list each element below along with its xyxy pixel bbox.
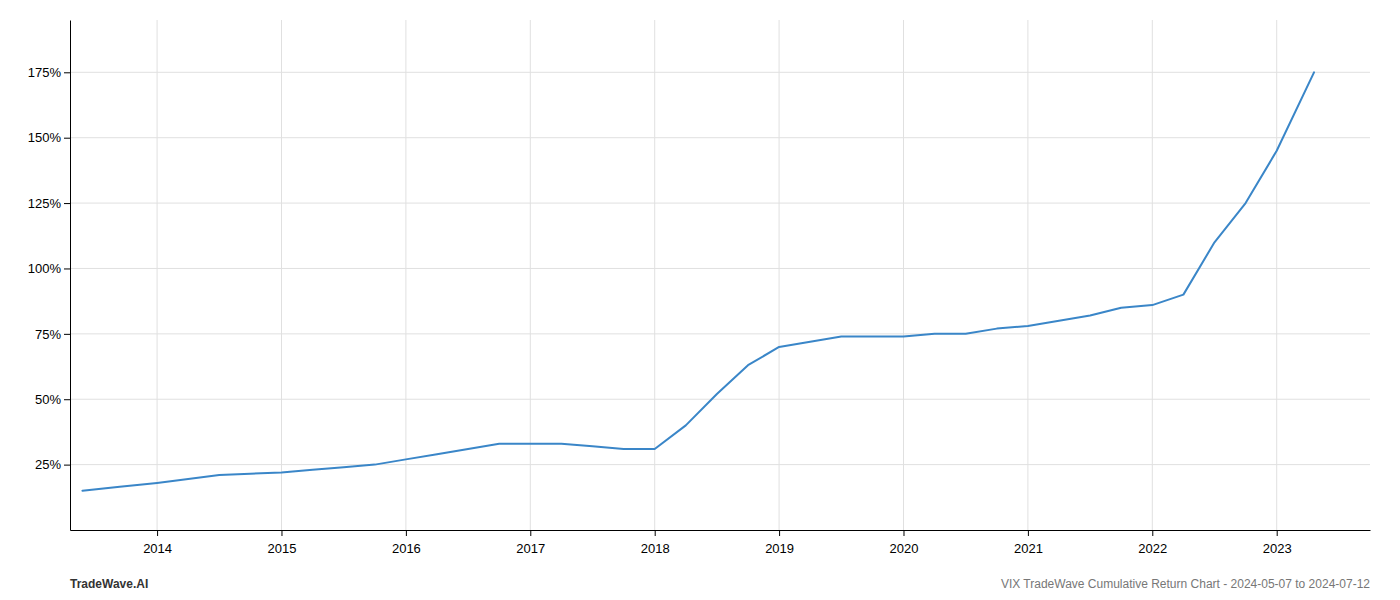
y-tick: 150% <box>28 130 70 145</box>
x-tick-mark <box>406 530 407 536</box>
y-tick-label: 125% <box>28 196 62 211</box>
y-tick-mark <box>64 465 70 466</box>
x-tick: 2021 <box>1014 530 1043 556</box>
footer-left: TradeWave.AI <box>70 577 148 591</box>
line <box>82 72 1314 490</box>
grid-line-x <box>903 20 904 530</box>
x-tick: 2015 <box>268 530 297 556</box>
x-tick-label: 2015 <box>268 541 297 556</box>
grid-line-y <box>70 203 1370 204</box>
grid-line-y <box>70 333 1370 334</box>
x-tick: 2023 <box>1263 530 1292 556</box>
x-tick-label: 2017 <box>516 541 545 556</box>
x-tick-mark <box>903 530 904 536</box>
y-tick: 175% <box>28 65 70 80</box>
x-tick: 2019 <box>765 530 794 556</box>
x-tick: 2014 <box>143 530 172 556</box>
grid-line-x <box>281 20 282 530</box>
grid-line-x <box>654 20 655 530</box>
x-tick: 2016 <box>392 530 421 556</box>
x-tick: 2017 <box>516 530 545 556</box>
grid-line-y <box>70 464 1370 465</box>
x-tick-mark <box>530 530 531 536</box>
chart: 2014 2015 2016 2017 2018 2019 2020 2021 2022 2023… <box>0 0 1400 600</box>
x-tick-mark <box>1277 530 1278 536</box>
x-tick-mark <box>779 530 780 536</box>
y-tick: 125% <box>28 196 70 211</box>
grid-line-x <box>1276 20 1277 530</box>
x-tick: 2018 <box>641 530 670 556</box>
x-tick-label: 2023 <box>1263 541 1292 556</box>
y-tick: 25% <box>35 457 70 472</box>
marks <box>82 72 1314 490</box>
x-tick-mark <box>1152 530 1153 536</box>
y-tick-label: 50% <box>35 392 61 407</box>
y-tick-mark <box>64 203 70 204</box>
grid-line-x <box>157 20 158 530</box>
x-tick-label: 2014 <box>143 541 172 556</box>
grid-line-x <box>779 20 780 530</box>
grid <box>70 20 1370 530</box>
grid-line-y <box>70 137 1370 138</box>
axis-line <box>70 21 71 531</box>
x-tick-mark <box>281 530 282 536</box>
y-axis: 25% 50% 75% 100% 125% 150% 175% <box>28 21 71 531</box>
y-tick-mark <box>64 138 70 139</box>
y-tick-label: 100% <box>28 261 62 276</box>
x-tick-label: 2022 <box>1138 541 1167 556</box>
x-tick-label: 2016 <box>392 541 421 556</box>
x-tick-label: 2018 <box>641 541 670 556</box>
plot-area: 2014 2015 2016 2017 2018 2019 2020 2021 2022 2023… <box>28 20 1371 556</box>
grid-line-y <box>70 72 1370 73</box>
y-tick-mark <box>64 334 70 335</box>
grid-line-x <box>405 20 406 530</box>
x-axis: 2014 2015 2016 2017 2018 2019 2020 2021 2022 2023 <box>71 530 1371 556</box>
x-tick-label: 2021 <box>1014 541 1043 556</box>
x-tick: 2022 <box>1138 530 1167 556</box>
grid-line-x <box>1152 20 1153 530</box>
y-tick-mark <box>64 399 70 400</box>
y-tick: 75% <box>35 327 70 342</box>
x-tick-mark <box>655 530 656 536</box>
grid-line-y <box>70 268 1370 269</box>
x-tick-mark <box>157 530 158 536</box>
y-tick-label: 25% <box>35 457 61 472</box>
y-tick-mark <box>64 72 70 73</box>
y-tick-label: 75% <box>35 327 61 342</box>
x-tick-label: 2019 <box>765 541 794 556</box>
grid-line-x <box>1027 20 1028 530</box>
footer-right: VIX TradeWave Cumulative Return Chart - … <box>1001 577 1370 591</box>
y-tick-label: 150% <box>28 130 62 145</box>
axis-line <box>71 530 1371 531</box>
x-tick-label: 2020 <box>890 541 919 556</box>
y-tick-label: 175% <box>28 65 62 80</box>
y-tick: 100% <box>28 261 70 276</box>
y-tick-mark <box>64 268 70 269</box>
y-tick: 50% <box>35 392 70 407</box>
grid-line-y <box>70 399 1370 400</box>
x-tick: 2020 <box>890 530 919 556</box>
x-tick-mark <box>1028 530 1029 536</box>
grid-line-x <box>530 20 531 530</box>
